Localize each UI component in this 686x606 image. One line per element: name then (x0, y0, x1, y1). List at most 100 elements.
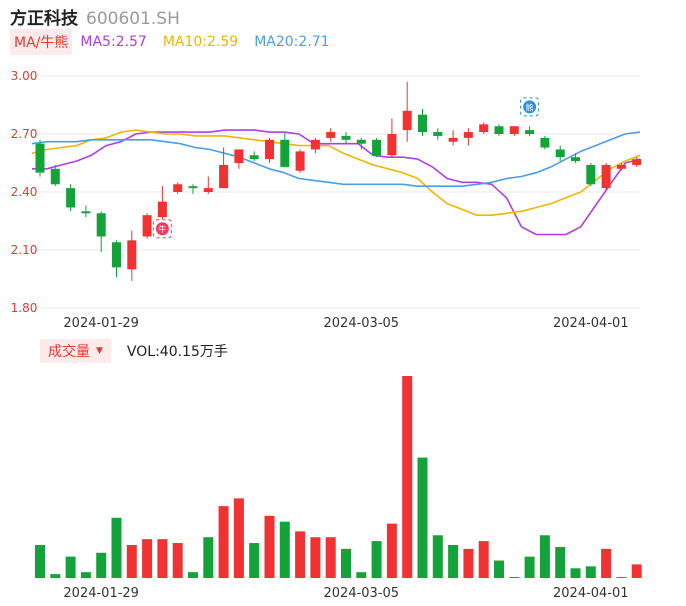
candle (525, 126, 535, 136)
ma-type-selector[interactable]: MA/牛熊 (10, 29, 73, 55)
volume-bar (157, 539, 168, 578)
volume-bar (539, 535, 550, 578)
ma5-legend: MA5:2.57 (80, 34, 147, 50)
volume-bar (310, 537, 321, 578)
volume-bar (478, 541, 489, 578)
volume-value: VOL:40.15万手 (126, 344, 228, 360)
candle (494, 124, 504, 136)
moving-average-lines (31, 129, 641, 236)
volume-bar (80, 572, 91, 578)
candle (295, 149, 305, 173)
candlestick-series (35, 81, 642, 281)
candle (280, 132, 290, 167)
date-tick-label: 2024-04-01 (553, 586, 629, 601)
volume-bar (203, 537, 214, 578)
candle (463, 128, 473, 146)
candle (372, 137, 382, 158)
volume-bar (386, 523, 397, 578)
candle (356, 137, 366, 150)
candle (448, 130, 458, 146)
candle (265, 137, 274, 163)
candle (142, 213, 152, 239)
candle (402, 81, 412, 142)
indicator-selector[interactable]: 成交量 ▼ (40, 339, 111, 363)
date-tick-label: 2024-01-29 (63, 316, 139, 331)
ma5-line (32, 129, 641, 236)
volume-bar (371, 541, 382, 578)
volume-bar (417, 457, 428, 578)
volume-bar (249, 543, 260, 578)
candle (35, 139, 45, 177)
stock-code: 600601.SH (86, 9, 180, 29)
candle (601, 163, 611, 191)
date-tick-label: 2024-03-05 (324, 586, 400, 601)
date-tick-label: 2024-01-29 (63, 586, 139, 601)
candle (586, 163, 596, 187)
volume-bars (35, 376, 642, 579)
volume-bar (601, 548, 612, 578)
candle (96, 211, 106, 252)
volume-bar (463, 548, 474, 578)
volume-bar (96, 552, 107, 578)
volume-bar (279, 521, 290, 578)
price-tick-label: 2.10 (11, 243, 38, 257)
volume-bar (341, 548, 351, 578)
volume-bar (111, 517, 122, 578)
svg-text:熊: 熊 (526, 102, 534, 112)
volume-bar (233, 498, 244, 578)
price-grid (32, 75, 640, 309)
bull-signal-icon[interactable]: 牛 (152, 219, 172, 239)
volume-bar (295, 531, 306, 578)
volume-bar (264, 515, 275, 578)
candle (418, 108, 427, 136)
svg-text:牛: 牛 (158, 224, 166, 234)
candle (81, 205, 91, 218)
ma10-line (31, 129, 641, 216)
stock-header: 方正科技 600601.SH (10, 4, 180, 30)
candle (203, 176, 213, 194)
ma-legend: MA/牛熊 MA5:2.57 MA10:2.59 MA20:2.71 (10, 29, 346, 55)
volume-bar (142, 539, 153, 578)
candle (479, 122, 489, 134)
volume-bar (570, 568, 581, 578)
volume-bar (524, 556, 535, 578)
volume-bar (188, 572, 198, 578)
volume-bar (631, 564, 642, 578)
volume-bar (50, 574, 61, 578)
caret-down-icon: ▼ (96, 346, 103, 356)
volume-bar (585, 566, 596, 578)
candle (188, 184, 198, 194)
price-tick-label: 3.00 (11, 69, 38, 83)
price-date-axis: 2024-01-29 2024-03-05 2024-04-01 (63, 316, 628, 331)
ma10-legend: MA10:2.59 (162, 34, 239, 50)
candle (50, 164, 60, 187)
volume-bar (402, 376, 413, 578)
price-tick-label: 1.80 (11, 301, 38, 315)
date-tick-label: 2024-04-01 (553, 316, 629, 331)
volume-bar (509, 577, 520, 579)
candle (387, 118, 397, 158)
candle (555, 145, 565, 162)
candle (616, 163, 626, 171)
candle (310, 137, 320, 154)
bear-signal-icon[interactable]: 熊 (520, 97, 540, 117)
volume-bar (494, 560, 504, 578)
candle (632, 157, 642, 167)
candle (234, 149, 244, 169)
volume-date-axis: 2024-01-29 2024-03-05 2024-04-01 (63, 586, 628, 601)
volume-bar (65, 556, 76, 578)
candle (219, 147, 229, 189)
volume-bar (325, 537, 336, 578)
ma20-line (31, 131, 641, 187)
candle (326, 128, 336, 142)
price-tick-label: 2.70 (11, 127, 38, 141)
candle (540, 135, 550, 150)
date-tick-label: 2024-03-05 (324, 316, 400, 331)
volume-bar (356, 572, 367, 578)
volume-bar (172, 543, 183, 578)
volume-bar (616, 577, 627, 579)
volume-bar (555, 546, 566, 578)
candle (66, 184, 76, 212)
candle (112, 240, 121, 278)
